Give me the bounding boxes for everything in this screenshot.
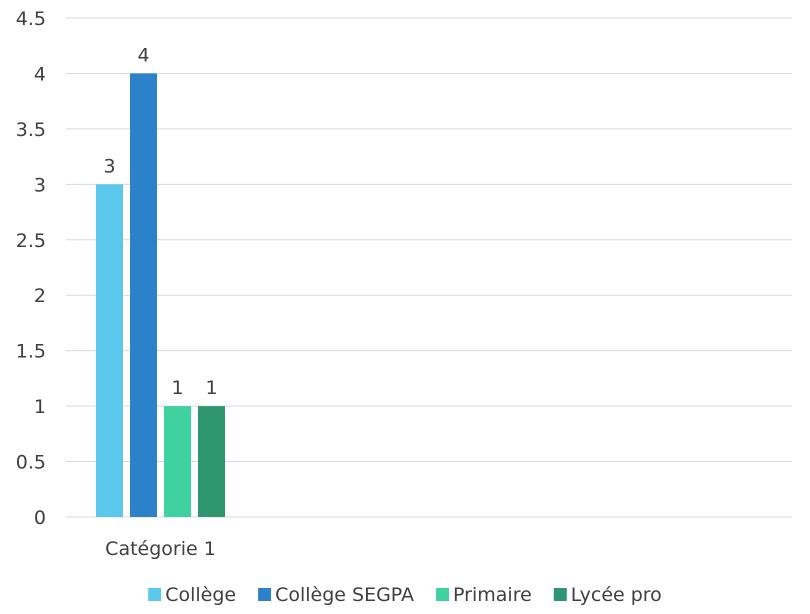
bar-primaire: [164, 406, 191, 517]
category-label: Catégorie 1: [105, 538, 216, 560]
y-tick-label: 0: [34, 507, 46, 529]
y-tick-label: 2.5: [16, 230, 46, 252]
legend-marker: [436, 588, 450, 601]
legend-item: Collège: [148, 584, 236, 606]
y-tick-label: 3.5: [16, 119, 46, 141]
y-tick-label: 0.5: [16, 452, 46, 474]
legend-label: Collège: [165, 584, 236, 606]
bar-coll-ge-segpa: [130, 73, 157, 517]
y-tick-label: 2: [34, 285, 46, 307]
bars: [96, 73, 225, 518]
data-label: 1: [205, 377, 217, 399]
y-tick-label: 4.5: [16, 8, 46, 30]
y-axis-ticks: 0 0.5 1 1.5 2 2.5 3 3.5 4 4.5: [16, 8, 46, 529]
x-axis-categories: Catégorie 1: [105, 538, 216, 560]
legend: Collège Collège SEGPA Primaire Lycée pro: [148, 584, 662, 606]
data-label: 1: [171, 377, 183, 399]
legend-label: Primaire: [453, 584, 532, 606]
legend-item: Collège SEGPA: [258, 584, 414, 606]
bar-lyc-e-pro: [198, 406, 225, 517]
y-tick-label: 1.5: [16, 341, 46, 363]
legend-marker: [148, 588, 162, 601]
y-tick-label: 1: [34, 396, 46, 418]
legend-marker: [553, 588, 567, 601]
data-label: 4: [137, 44, 149, 66]
legend-item: Lycée pro: [553, 584, 662, 606]
legend-label: Lycée pro: [571, 584, 662, 606]
data-label: 3: [103, 155, 115, 177]
y-tick-label: 3: [34, 174, 46, 196]
data-labels: 3 4 1 1: [103, 44, 217, 399]
legend-marker: [258, 588, 272, 601]
legend-item: Primaire: [436, 584, 532, 606]
bar-coll-ge: [96, 184, 123, 518]
legend-label: Collège SEGPA: [275, 584, 414, 606]
y-tick-label: 4: [34, 63, 46, 85]
